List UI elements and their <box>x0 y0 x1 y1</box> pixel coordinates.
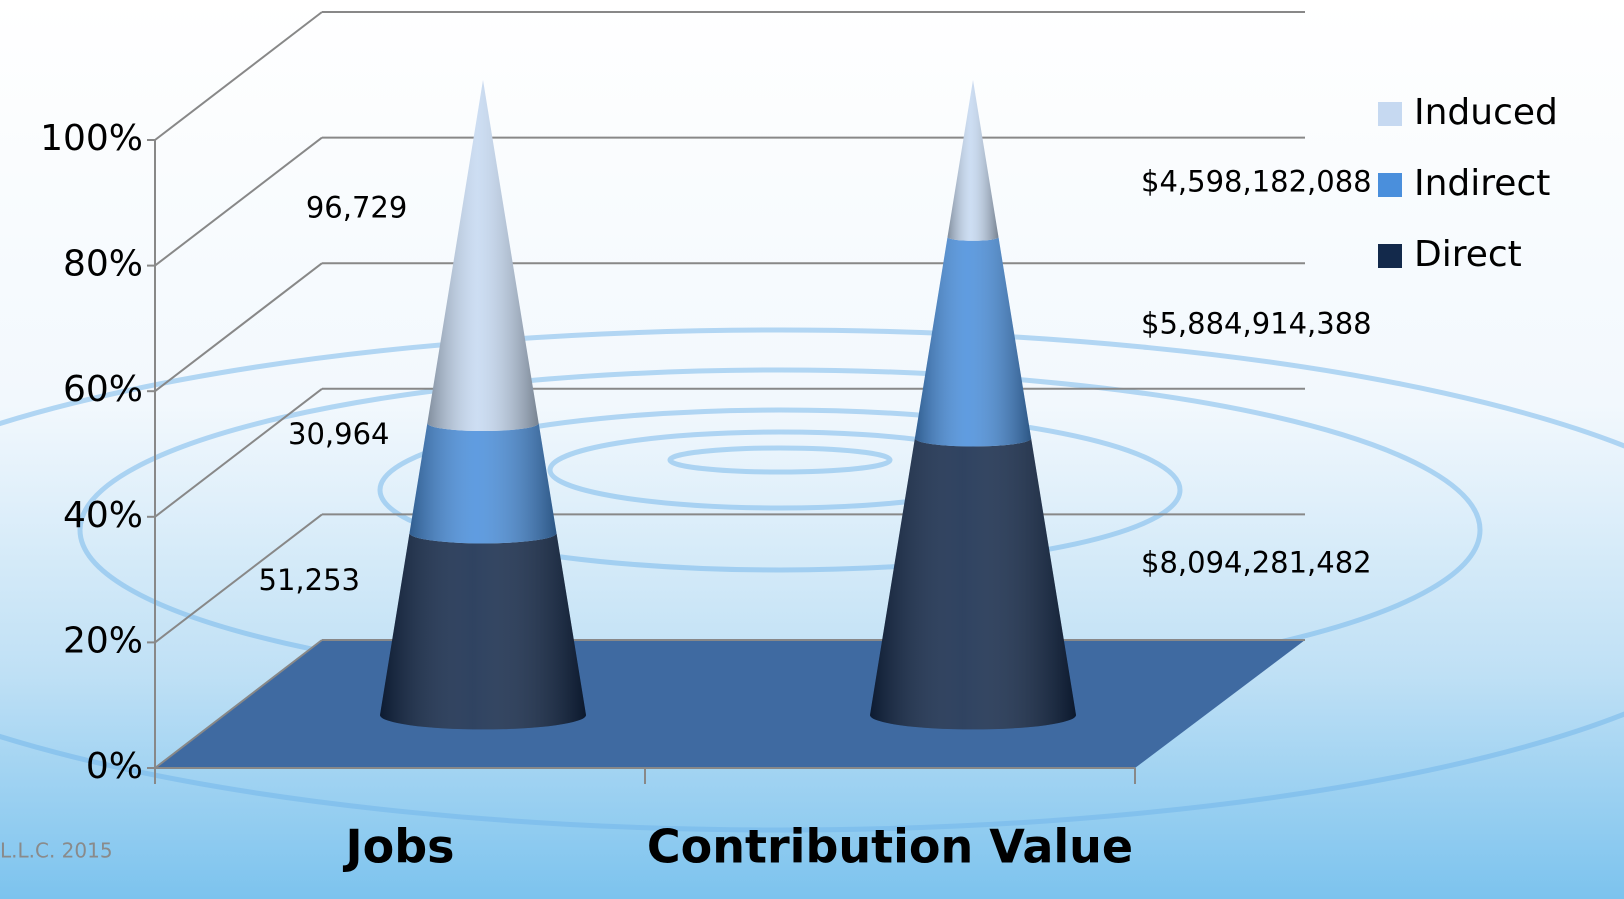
legend-label: Direct <box>1414 234 1522 275</box>
footer: L.L.C. 2015 <box>0 839 113 863</box>
x-tick-label: Contribution Value <box>647 820 1133 874</box>
y-tick-label: 20% <box>63 620 143 661</box>
data-label: $8,094,281,482 <box>1141 546 1372 580</box>
cone-shade <box>380 533 586 729</box>
y-tick-label: 80% <box>63 244 143 285</box>
data-label: 96,729 <box>306 191 407 225</box>
legend-swatch <box>1378 244 1402 268</box>
legend-label: Indirect <box>1414 163 1550 204</box>
legend-swatch <box>1378 102 1402 126</box>
data-label: 30,964 <box>288 417 389 451</box>
legend-label: Induced <box>1414 92 1558 133</box>
y-tick-label: 100% <box>40 118 143 159</box>
y-tick-label: 0% <box>86 746 143 787</box>
y-tick-label: 40% <box>63 495 143 536</box>
x-tick-label: Jobs <box>342 820 454 874</box>
floor <box>155 640 1305 768</box>
y-tick-label: 60% <box>63 369 143 410</box>
legend-swatch <box>1378 173 1402 197</box>
data-label: $5,884,914,388 <box>1141 307 1372 341</box>
data-label: $4,598,182,088 <box>1141 165 1372 199</box>
data-label: 51,253 <box>259 563 360 597</box>
cone-shade <box>410 423 557 543</box>
chart: L.L.C. 2015 0% 20% 40% 60% 80% 100% 51,253 30,9… <box>0 0 1624 899</box>
